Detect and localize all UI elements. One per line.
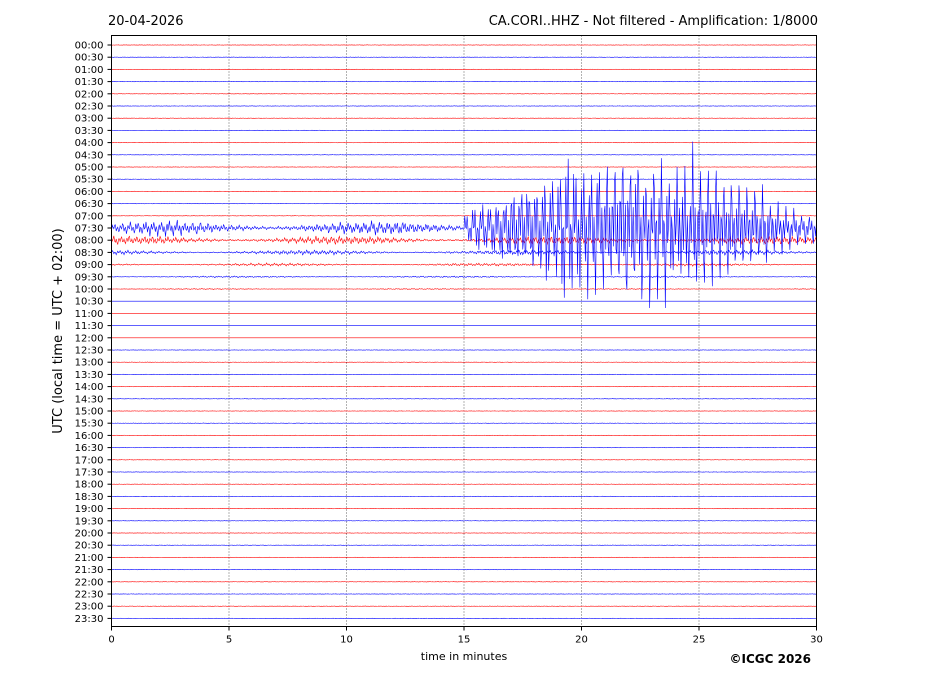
x-tick-label-25: 25 xyxy=(693,635,706,646)
row-label-2300: 23:00 xyxy=(75,602,104,613)
row-label-1900: 19:00 xyxy=(75,504,104,515)
x-axis-label: time in minutes xyxy=(421,650,508,663)
x-tick-label-10: 10 xyxy=(340,635,353,646)
row-label-0100: 01:00 xyxy=(75,65,104,76)
row-label-0300: 03:00 xyxy=(75,114,104,125)
row-label-1000: 10:00 xyxy=(75,285,104,296)
row-label-0900: 09:00 xyxy=(75,260,104,271)
row-label-0000: 00:00 xyxy=(75,41,104,52)
row-label-0730: 07:30 xyxy=(75,224,104,235)
row-label-1700: 17:00 xyxy=(75,455,104,466)
row-label-1400: 14:00 xyxy=(75,382,104,393)
row-label-0400: 04:00 xyxy=(75,138,104,149)
row-label-1500: 15:00 xyxy=(75,407,104,418)
row-label-1130: 11:30 xyxy=(75,321,104,332)
row-label-1530: 15:30 xyxy=(75,419,104,430)
row-label-0030: 00:30 xyxy=(75,53,104,64)
row-label-2130: 21:30 xyxy=(75,565,104,576)
row-label-2000: 20:00 xyxy=(75,529,104,540)
x-tick-label-5: 5 xyxy=(226,635,232,646)
grid-lines xyxy=(228,35,700,627)
row-label-1200: 12:00 xyxy=(75,333,104,344)
row-label-0800: 08:00 xyxy=(75,236,104,247)
row-label-0630: 06:30 xyxy=(75,199,104,210)
row-label-2230: 22:30 xyxy=(75,590,104,601)
copyright-label: ©ICGC 2026 xyxy=(729,652,811,666)
row-label-0500: 05:00 xyxy=(75,163,104,174)
row-label-2330: 23:30 xyxy=(75,614,104,625)
row-label-1930: 19:30 xyxy=(75,516,104,527)
trace-0900 xyxy=(111,262,817,267)
row-label-1030: 10:30 xyxy=(75,297,104,308)
row-label-0200: 02:00 xyxy=(75,89,104,100)
row-label-2100: 21:00 xyxy=(75,553,104,564)
row-label-2030: 20:30 xyxy=(75,541,104,552)
x-tick-label-0: 0 xyxy=(108,635,114,646)
row-label-0130: 01:30 xyxy=(75,77,104,88)
x-tick-label-15: 15 xyxy=(458,635,471,646)
row-label-2200: 22:00 xyxy=(75,577,104,588)
row-label-0600: 06:00 xyxy=(75,187,104,198)
row-label-1800: 18:00 xyxy=(75,480,104,491)
x-tick-label-30: 30 xyxy=(810,635,823,646)
trace-1000 xyxy=(111,288,817,290)
row-label-0700: 07:00 xyxy=(75,211,104,222)
row-label-1630: 16:30 xyxy=(75,443,104,454)
row-label-0830: 08:30 xyxy=(75,248,104,259)
chart-date: 20-04-2026 xyxy=(108,14,184,29)
trace-0930 xyxy=(111,275,817,279)
row-label-1100: 11:00 xyxy=(75,309,104,320)
row-label-1430: 14:30 xyxy=(75,394,104,405)
row-label-0330: 03:30 xyxy=(75,126,104,137)
row-label-0530: 05:30 xyxy=(75,175,104,186)
plot-frame xyxy=(111,35,817,627)
row-label-1600: 16:00 xyxy=(75,431,104,442)
trace-0730 xyxy=(111,141,817,309)
x-axis-ticks: 0 5 10 15 20 25 30 xyxy=(108,626,823,646)
row-label-1330: 13:30 xyxy=(75,370,104,381)
seismogram-traces xyxy=(111,44,817,619)
row-label-0930: 09:30 xyxy=(75,272,104,283)
row-label-0430: 04:30 xyxy=(75,150,104,161)
row-label-1230: 12:30 xyxy=(75,346,104,357)
row-label-1300: 13:00 xyxy=(75,358,104,369)
y-axis-label: UTC (local time = UTC + 02:00) xyxy=(51,228,66,433)
chart-title: CA.CORI..HHZ - Not filtered - Amplificat… xyxy=(489,14,818,29)
x-tick-label-20: 20 xyxy=(575,635,588,646)
row-label-1830: 18:30 xyxy=(75,492,104,503)
row-label-0230: 02:30 xyxy=(75,102,104,113)
row-label-1730: 17:30 xyxy=(75,468,104,479)
